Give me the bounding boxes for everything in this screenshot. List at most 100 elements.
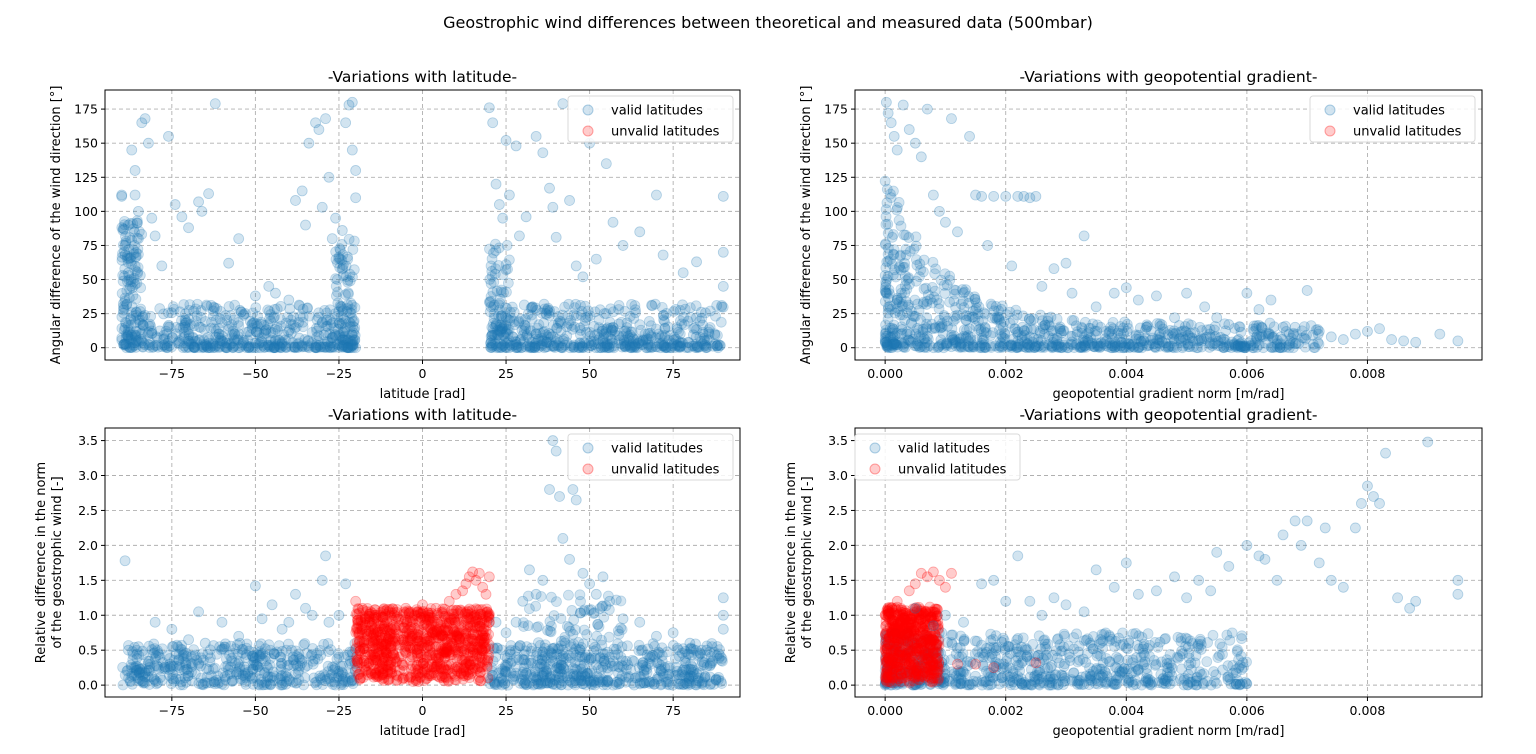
data-point [564,553,575,565]
density-point [646,300,658,312]
density-point [1237,342,1249,353]
density-point [915,332,927,343]
density-point [231,669,242,680]
density-point [198,341,210,353]
density-point [336,332,348,343]
data-point [921,103,933,115]
data-point [216,616,228,628]
density-point [576,675,588,687]
data-point [1199,301,1211,313]
density-point [548,340,560,352]
density-point [1277,341,1289,353]
density-point [293,337,305,349]
density-point [163,319,175,331]
density-point [1235,341,1246,353]
density-point [327,661,338,673]
density-point [337,339,349,351]
density-point [950,340,962,352]
density-point [285,314,297,326]
data-point [316,574,328,586]
density-point [1114,342,1125,354]
density-point [183,335,195,347]
density-point [486,321,498,333]
density-point [265,679,276,691]
density-point [624,329,636,341]
density-point [121,250,133,262]
density-point [624,340,636,352]
density-point [214,338,226,349]
density-point [938,310,950,321]
density-point [570,310,582,322]
density-point [532,335,544,347]
density-point [178,340,190,352]
data-point [657,249,669,261]
density-point [1215,332,1227,343]
density-point [116,322,128,334]
density-point [474,675,486,687]
density-point [507,331,519,343]
density-point [1128,341,1140,353]
density-point [337,259,349,271]
density-point [1194,334,1205,346]
density-point [342,675,354,687]
density-point [210,314,222,326]
data-point [116,189,128,201]
density-point [519,320,531,332]
density-point [1038,323,1049,335]
density-point [961,324,973,336]
density-point [342,337,354,349]
density-point [151,331,163,343]
density-point [917,323,929,335]
density-point [531,650,542,662]
density-point [637,339,648,350]
data-point [320,113,331,125]
density-point [899,261,910,273]
scatter-points [879,96,1464,354]
data-point [203,188,215,200]
density-point [521,330,532,342]
density-point [716,300,728,311]
density-point [148,638,160,650]
density-point [254,651,266,663]
data-point [199,637,211,649]
density-point [132,335,144,347]
data-point [550,445,562,457]
density-point [645,320,657,332]
density-point [899,314,911,326]
density-point [338,334,350,346]
density-point [602,322,613,334]
density-point [530,340,542,352]
density-point [933,303,945,315]
density-point [122,276,133,287]
density-point [534,327,546,339]
density-point [526,313,538,325]
density-point [1007,314,1019,326]
density-point [1065,330,1076,342]
density-point [187,332,199,344]
density-point [310,342,321,354]
density-point [225,338,237,350]
density-point [1251,330,1263,342]
density-point [1088,341,1099,352]
density-point [676,666,688,678]
density-point [669,342,681,354]
density-point [619,325,631,337]
chart-title: -Variations with latitude- [328,406,517,424]
density-point [565,652,577,664]
density-point [281,671,293,683]
density-point [905,317,917,329]
density-point [881,336,893,348]
density-point [145,320,157,332]
density-point [296,340,308,352]
density-point [204,644,216,656]
density-point [345,297,357,309]
density-point [651,341,663,353]
density-point [175,643,187,655]
density-point [1173,320,1185,331]
density-point [533,333,544,345]
density-point [551,322,562,334]
density-point [1114,332,1125,344]
density-point [683,337,695,348]
density-point [998,316,1010,328]
data-point [500,627,512,639]
